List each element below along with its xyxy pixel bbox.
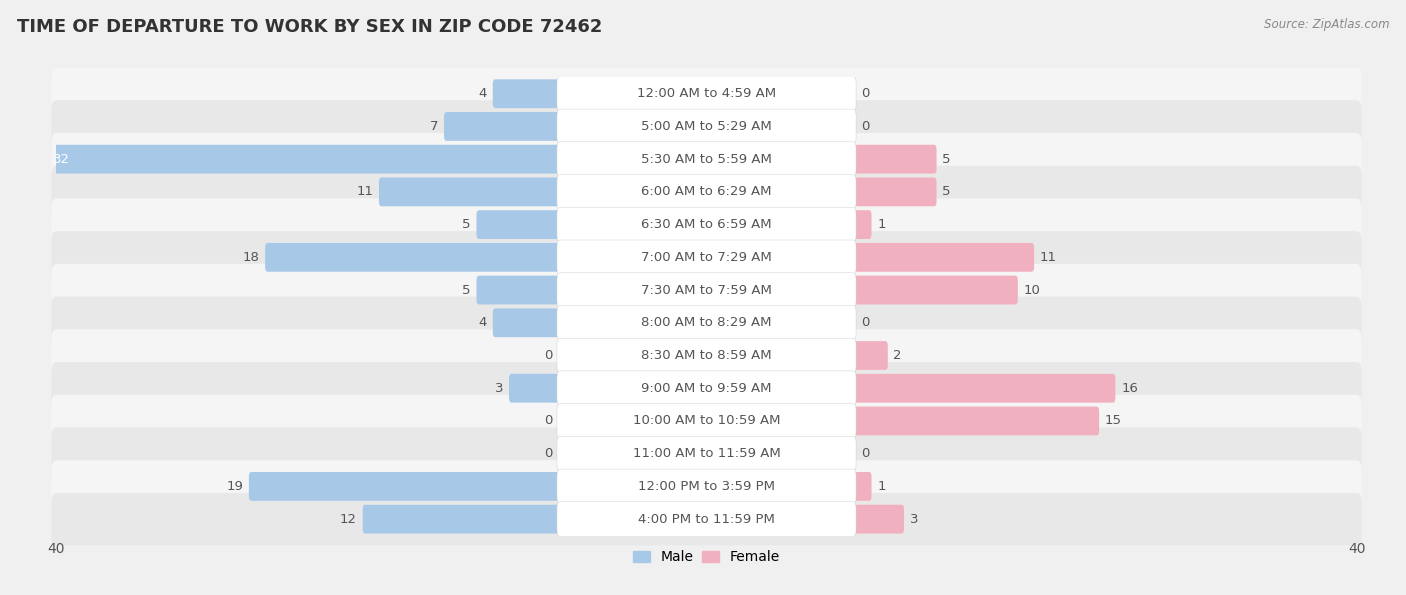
FancyBboxPatch shape bbox=[557, 109, 856, 144]
Text: 6:00 AM to 6:29 AM: 6:00 AM to 6:29 AM bbox=[641, 186, 772, 198]
FancyBboxPatch shape bbox=[557, 207, 856, 242]
Text: 4: 4 bbox=[478, 87, 486, 100]
Text: 32: 32 bbox=[53, 153, 70, 165]
FancyBboxPatch shape bbox=[52, 330, 1361, 382]
FancyBboxPatch shape bbox=[52, 428, 1361, 480]
Text: 7:00 AM to 7:29 AM: 7:00 AM to 7:29 AM bbox=[641, 251, 772, 264]
Text: 0: 0 bbox=[544, 447, 553, 460]
Text: 12:00 AM to 4:59 AM: 12:00 AM to 4:59 AM bbox=[637, 87, 776, 100]
Text: 3: 3 bbox=[495, 382, 503, 394]
FancyBboxPatch shape bbox=[557, 142, 856, 177]
FancyBboxPatch shape bbox=[851, 210, 872, 239]
Text: 15: 15 bbox=[1105, 415, 1122, 427]
FancyBboxPatch shape bbox=[557, 403, 856, 439]
Text: 16: 16 bbox=[1121, 382, 1137, 394]
Text: 0: 0 bbox=[860, 447, 869, 460]
Text: 11: 11 bbox=[356, 186, 373, 198]
Text: 18: 18 bbox=[243, 251, 260, 264]
Text: 4:00 PM to 11:59 PM: 4:00 PM to 11:59 PM bbox=[638, 513, 775, 525]
FancyBboxPatch shape bbox=[52, 297, 1361, 349]
FancyBboxPatch shape bbox=[52, 101, 1361, 153]
Text: 11: 11 bbox=[1040, 251, 1057, 264]
FancyBboxPatch shape bbox=[363, 505, 562, 534]
Text: 0: 0 bbox=[544, 415, 553, 427]
Text: 12:00 PM to 3:59 PM: 12:00 PM to 3:59 PM bbox=[638, 480, 775, 493]
FancyBboxPatch shape bbox=[52, 493, 1361, 545]
Text: 1: 1 bbox=[877, 480, 886, 493]
FancyBboxPatch shape bbox=[557, 371, 856, 406]
FancyBboxPatch shape bbox=[52, 133, 1361, 186]
FancyBboxPatch shape bbox=[52, 264, 1361, 317]
FancyBboxPatch shape bbox=[557, 469, 856, 504]
FancyBboxPatch shape bbox=[851, 243, 1033, 272]
Text: TIME OF DEPARTURE TO WORK BY SEX IN ZIP CODE 72462: TIME OF DEPARTURE TO WORK BY SEX IN ZIP … bbox=[17, 18, 602, 36]
Text: 11:00 AM to 11:59 AM: 11:00 AM to 11:59 AM bbox=[633, 447, 780, 460]
Text: 5: 5 bbox=[463, 284, 471, 296]
FancyBboxPatch shape bbox=[477, 275, 562, 305]
FancyBboxPatch shape bbox=[38, 145, 562, 174]
Text: Source: ZipAtlas.com: Source: ZipAtlas.com bbox=[1264, 18, 1389, 31]
FancyBboxPatch shape bbox=[492, 308, 562, 337]
FancyBboxPatch shape bbox=[509, 374, 562, 403]
FancyBboxPatch shape bbox=[52, 231, 1361, 284]
FancyBboxPatch shape bbox=[52, 199, 1361, 251]
FancyBboxPatch shape bbox=[851, 406, 1099, 436]
Text: 7: 7 bbox=[430, 120, 439, 133]
Text: 9:00 AM to 9:59 AM: 9:00 AM to 9:59 AM bbox=[641, 382, 772, 394]
Text: 5:30 AM to 5:59 AM: 5:30 AM to 5:59 AM bbox=[641, 153, 772, 165]
FancyBboxPatch shape bbox=[851, 341, 887, 370]
Text: 10: 10 bbox=[1024, 284, 1040, 296]
FancyBboxPatch shape bbox=[380, 177, 562, 206]
Text: 5:00 AM to 5:29 AM: 5:00 AM to 5:29 AM bbox=[641, 120, 772, 133]
FancyBboxPatch shape bbox=[557, 338, 856, 373]
Legend: Male, Female: Male, Female bbox=[627, 544, 786, 570]
FancyBboxPatch shape bbox=[851, 275, 1018, 305]
Text: 5: 5 bbox=[942, 153, 950, 165]
Text: 8:30 AM to 8:59 AM: 8:30 AM to 8:59 AM bbox=[641, 349, 772, 362]
Text: 5: 5 bbox=[463, 218, 471, 231]
FancyBboxPatch shape bbox=[52, 166, 1361, 218]
FancyBboxPatch shape bbox=[444, 112, 562, 141]
FancyBboxPatch shape bbox=[557, 76, 856, 111]
Text: 10:00 AM to 10:59 AM: 10:00 AM to 10:59 AM bbox=[633, 415, 780, 427]
Text: 8:00 AM to 8:29 AM: 8:00 AM to 8:29 AM bbox=[641, 317, 772, 329]
FancyBboxPatch shape bbox=[557, 305, 856, 340]
FancyBboxPatch shape bbox=[52, 68, 1361, 120]
FancyBboxPatch shape bbox=[266, 243, 562, 272]
FancyBboxPatch shape bbox=[557, 174, 856, 209]
Text: 7:30 AM to 7:59 AM: 7:30 AM to 7:59 AM bbox=[641, 284, 772, 296]
Text: 3: 3 bbox=[910, 513, 918, 525]
Text: 5: 5 bbox=[942, 186, 950, 198]
Text: 6:30 AM to 6:59 AM: 6:30 AM to 6:59 AM bbox=[641, 218, 772, 231]
Text: 4: 4 bbox=[478, 317, 486, 329]
FancyBboxPatch shape bbox=[492, 79, 562, 108]
FancyBboxPatch shape bbox=[851, 374, 1115, 403]
FancyBboxPatch shape bbox=[249, 472, 562, 501]
Text: 19: 19 bbox=[226, 480, 243, 493]
Text: 12: 12 bbox=[340, 513, 357, 525]
FancyBboxPatch shape bbox=[557, 273, 856, 308]
FancyBboxPatch shape bbox=[557, 240, 856, 275]
FancyBboxPatch shape bbox=[851, 145, 936, 174]
FancyBboxPatch shape bbox=[851, 177, 936, 206]
Text: 1: 1 bbox=[877, 218, 886, 231]
Text: 0: 0 bbox=[860, 317, 869, 329]
FancyBboxPatch shape bbox=[851, 505, 904, 534]
Text: 0: 0 bbox=[860, 87, 869, 100]
Text: 0: 0 bbox=[544, 349, 553, 362]
Text: 0: 0 bbox=[860, 120, 869, 133]
Text: 2: 2 bbox=[893, 349, 903, 362]
FancyBboxPatch shape bbox=[477, 210, 562, 239]
FancyBboxPatch shape bbox=[52, 395, 1361, 447]
FancyBboxPatch shape bbox=[557, 502, 856, 537]
FancyBboxPatch shape bbox=[557, 436, 856, 471]
FancyBboxPatch shape bbox=[52, 362, 1361, 414]
FancyBboxPatch shape bbox=[851, 472, 872, 501]
FancyBboxPatch shape bbox=[52, 461, 1361, 513]
